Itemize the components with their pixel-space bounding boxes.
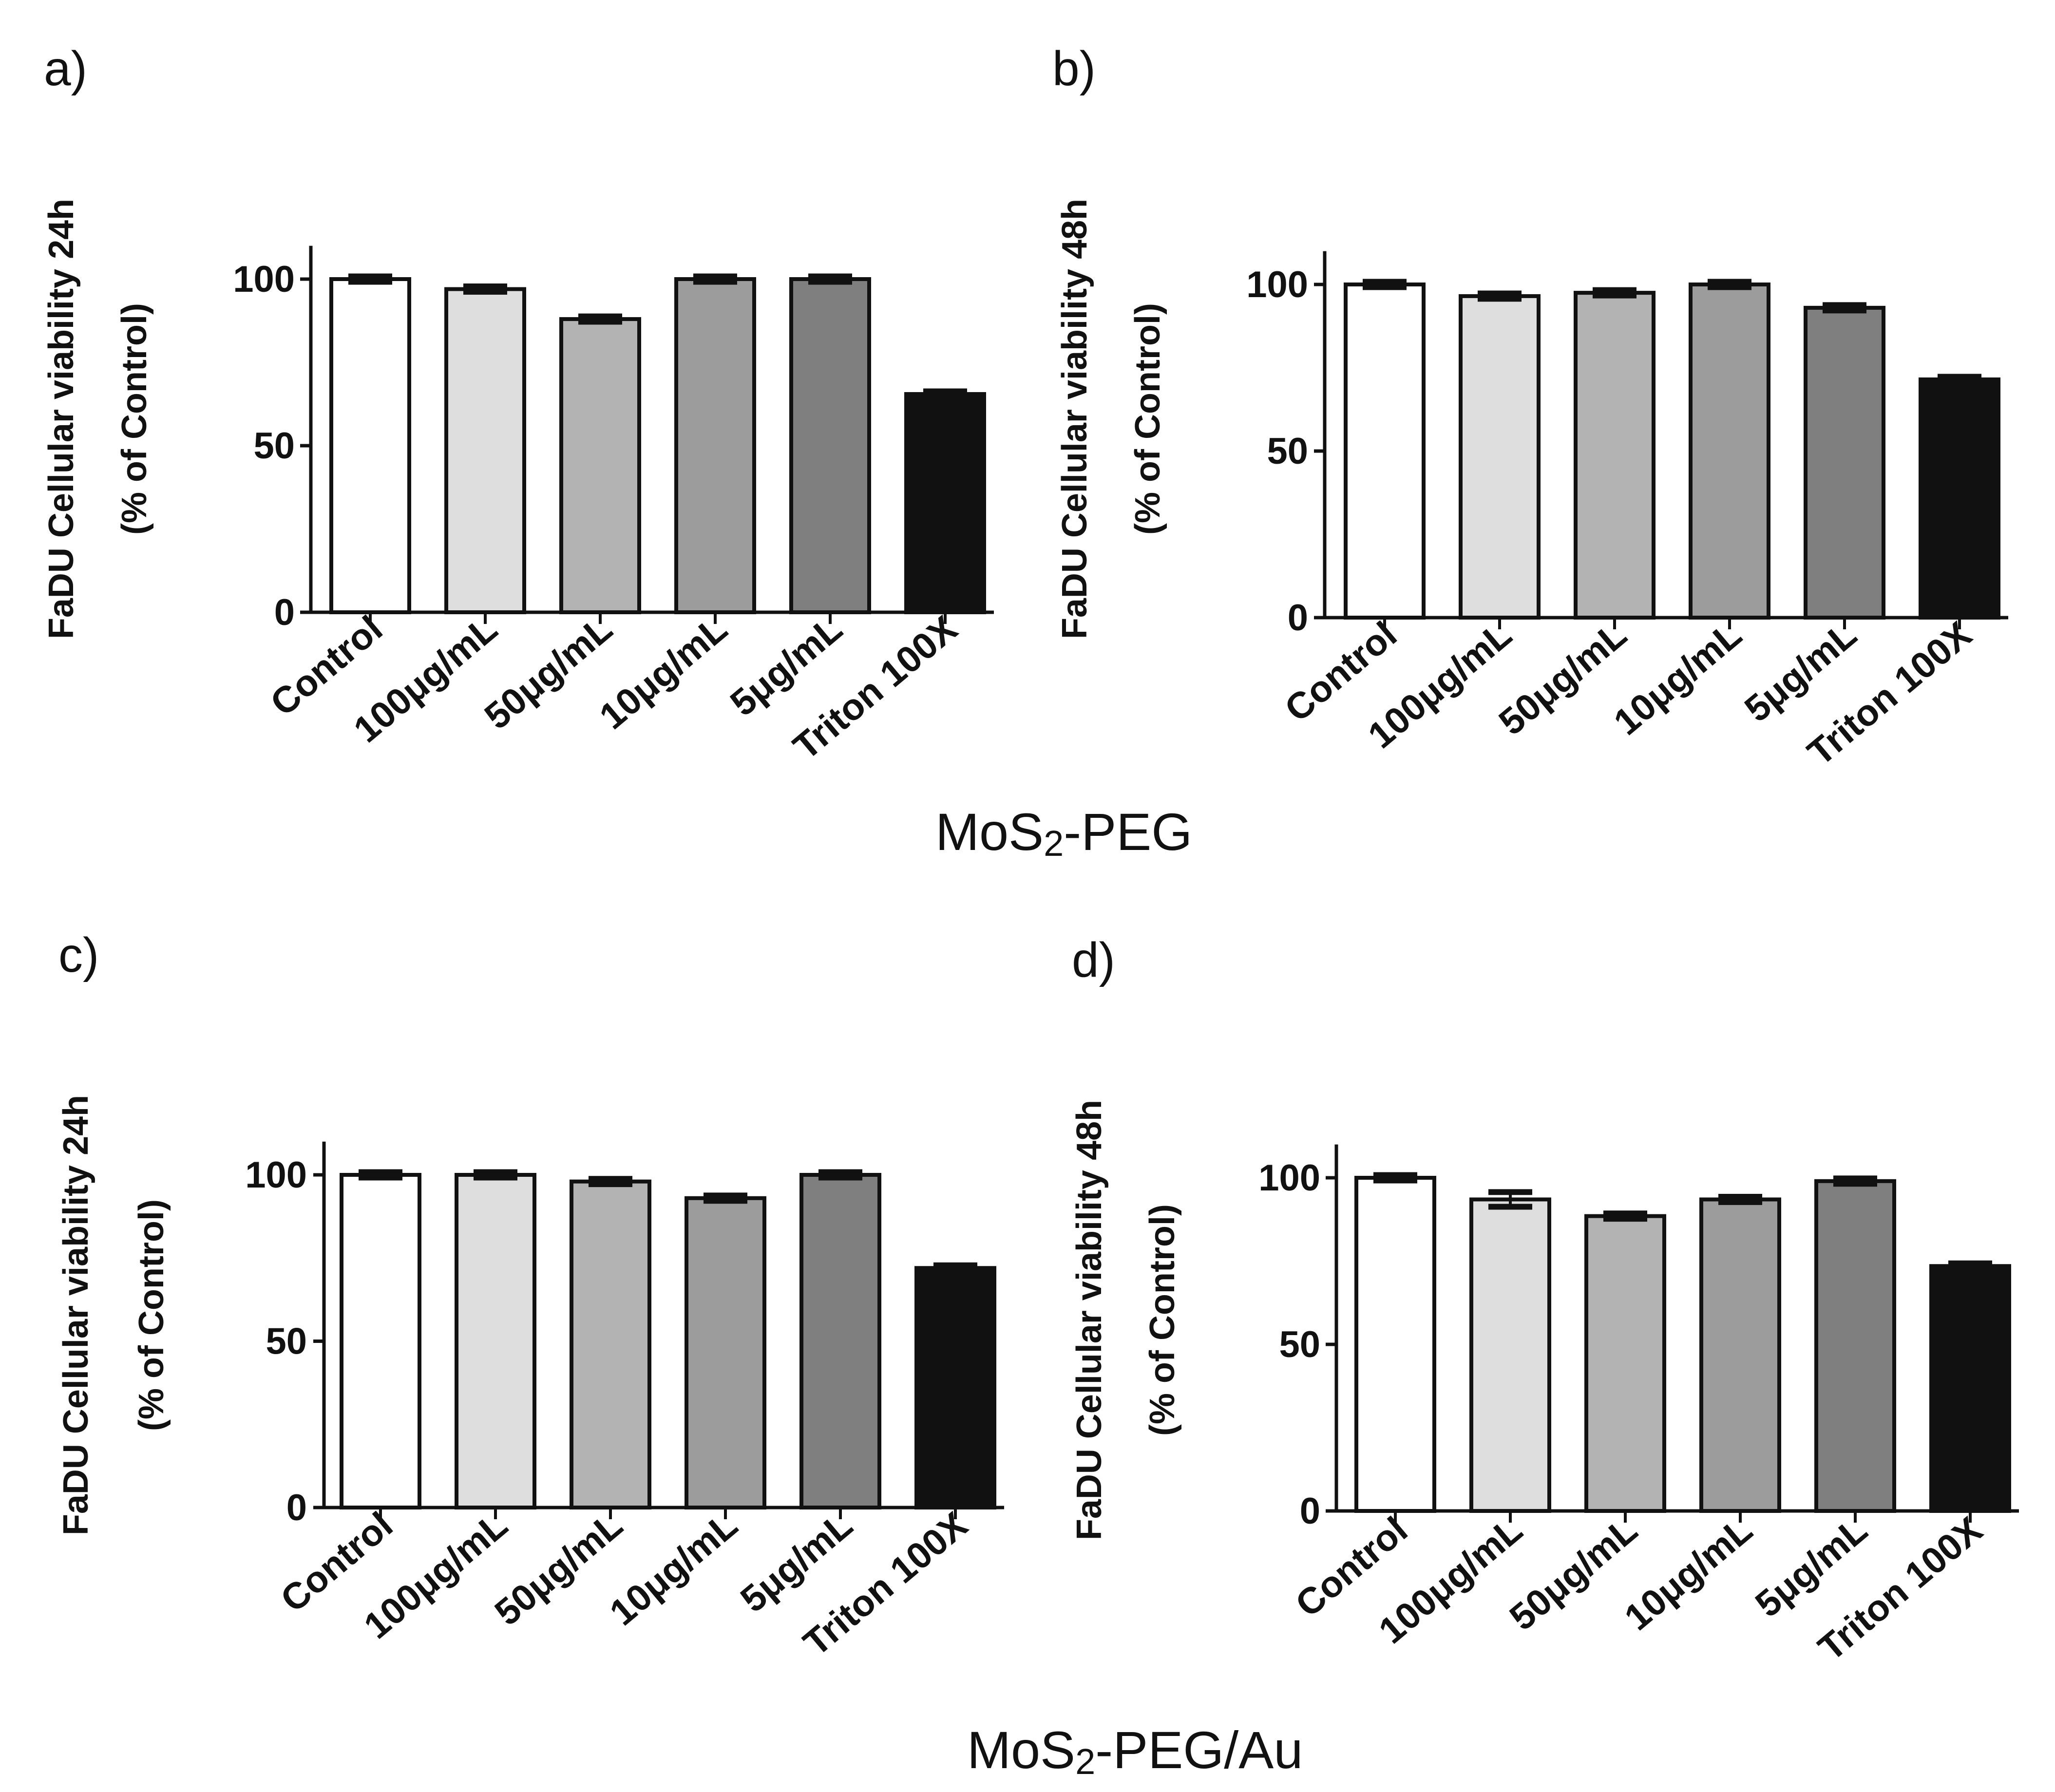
y-tick-label: 0 xyxy=(274,592,295,633)
bar-4 xyxy=(1689,283,1770,620)
y-tick-label: 50 xyxy=(266,1321,307,1362)
bar-6 xyxy=(1929,1264,2011,1513)
y-axis-title: FaDU Cellular viability 24h xyxy=(57,1095,95,1535)
bar-5 xyxy=(1814,1179,1896,1513)
bar-2 xyxy=(1459,294,1541,620)
category-label: 10μg/mL xyxy=(1617,1509,1760,1639)
bar-3 xyxy=(1584,1214,1666,1513)
category-label: 10μg/mL xyxy=(602,1504,745,1634)
bar-3 xyxy=(1574,291,1655,620)
bar-2 xyxy=(1469,1197,1551,1513)
chart-panel-c: c) FaDU Cellular viability 24h (% of Contr… xyxy=(57,928,1004,1664)
panel-label: d) xyxy=(1072,933,1115,987)
bar-5 xyxy=(1804,305,1885,620)
bar-5 xyxy=(799,1173,881,1509)
group-labels: MoS2-PEG MoS2-PEG/Au xyxy=(935,802,1303,1782)
bar-6 xyxy=(914,1266,996,1509)
group-label: MoS2-PEG/Au xyxy=(967,1720,1303,1782)
y-axis-subtitle: (% of Control) xyxy=(1128,303,1167,535)
chart-panel-b: b) FaDU Cellular viability 48h (% of Contr… xyxy=(1052,41,2008,773)
y-axis-title: FaDU Cellular viability 48h xyxy=(1055,199,1094,639)
chart-panel-a: a) FaDU Cellular viability 24h (% of Contr… xyxy=(42,41,994,768)
bar-3 xyxy=(570,1179,651,1509)
y-tick-label: 100 xyxy=(233,259,295,300)
panel-label: c) xyxy=(58,928,99,982)
category-label: 50μg/mL xyxy=(1502,1509,1645,1639)
y-tick-label: 0 xyxy=(1288,597,1308,639)
bar-4 xyxy=(674,277,756,614)
bar-6 xyxy=(1919,377,2000,620)
y-tick-label: 0 xyxy=(286,1487,307,1528)
bar-5 xyxy=(789,277,871,614)
bar-4 xyxy=(685,1196,766,1510)
y-axis-subtitle: (% of Control) xyxy=(132,1199,171,1431)
bar-1 xyxy=(1354,1176,1436,1513)
y-tick-label: 100 xyxy=(1258,1157,1320,1199)
y-tick-label: 0 xyxy=(1300,1490,1320,1532)
panel-label: a) xyxy=(44,41,87,96)
category-label: 10μg/mL xyxy=(592,608,735,737)
y-tick-label: 100 xyxy=(245,1154,307,1196)
y-axis-subtitle: (% of Control) xyxy=(1143,1204,1182,1436)
category-label: 50μg/mL xyxy=(487,1504,630,1634)
group-label: MoS2-PEG xyxy=(935,802,1192,864)
bar-2 xyxy=(444,287,526,614)
y-tick-label: 50 xyxy=(253,425,295,467)
category-label: 50μg/mL xyxy=(477,608,620,737)
bar-6 xyxy=(904,392,986,614)
bar-2 xyxy=(455,1173,536,1509)
panel-label: b) xyxy=(1052,41,1096,96)
y-tick-label: 50 xyxy=(1267,431,1308,472)
bar-1 xyxy=(329,277,411,614)
y-tick-label: 50 xyxy=(1279,1324,1320,1365)
bar-4 xyxy=(1699,1197,1781,1513)
y-axis-subtitle: (% of Control) xyxy=(115,303,154,535)
y-axis-title: FaDU Cellular viability 24h xyxy=(42,199,81,639)
y-tick-label: 100 xyxy=(1246,264,1308,305)
bar-1 xyxy=(1344,283,1426,620)
chart-panel-d: d) FaDU Cellular viability 48h (% of Contr… xyxy=(1070,933,2019,1669)
y-axis-title: FaDU Cellular viability 48h xyxy=(1070,1100,1109,1540)
category-label: 50μg/mL xyxy=(1491,614,1635,743)
category-label: 10μg/mL xyxy=(1606,614,1750,743)
bar-3 xyxy=(559,317,641,614)
bar-1 xyxy=(340,1173,421,1509)
